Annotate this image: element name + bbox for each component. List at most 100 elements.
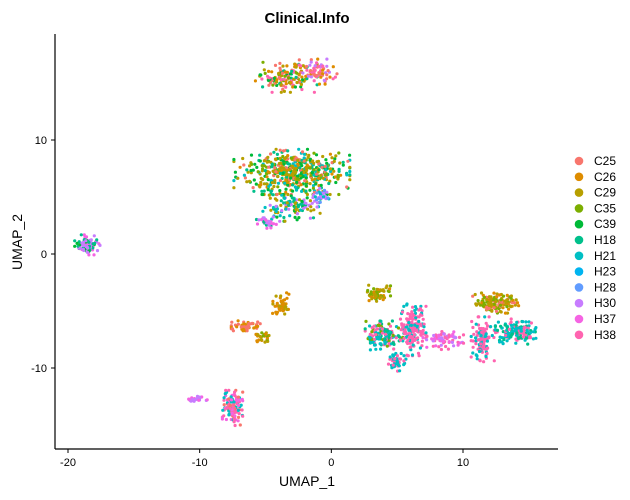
point-h30	[425, 338, 429, 342]
point-c25	[268, 81, 272, 85]
point-c26	[317, 82, 322, 86]
point-h38	[241, 414, 245, 418]
point-c26	[299, 183, 303, 187]
point-c26	[271, 299, 275, 303]
point-h18	[304, 189, 308, 193]
point-h38	[522, 332, 526, 336]
point-h38	[485, 324, 490, 328]
point-c29	[259, 338, 263, 342]
point-h18	[510, 332, 514, 336]
point-c29	[262, 159, 266, 163]
point-h38	[419, 333, 423, 337]
point-h30	[452, 335, 456, 339]
point-c29	[282, 89, 286, 93]
point-h30	[432, 333, 436, 338]
point-h38	[393, 357, 397, 361]
point-c29	[247, 179, 252, 183]
point-c29	[495, 292, 499, 296]
point-h30	[304, 201, 308, 205]
point-c25	[320, 165, 324, 169]
point-h21	[413, 305, 418, 309]
point-h21	[413, 311, 418, 315]
point-h18	[315, 83, 319, 87]
point-h21	[405, 302, 409, 306]
point-h30	[304, 205, 308, 209]
point-h37	[269, 226, 273, 230]
point-h18	[495, 328, 500, 332]
point-c25	[267, 83, 271, 87]
point-h21	[224, 391, 228, 395]
point-c25	[236, 322, 240, 326]
point-h30	[81, 247, 85, 251]
point-c29	[283, 168, 287, 172]
point-c26	[267, 69, 271, 73]
point-c35	[391, 333, 395, 338]
point-c26	[236, 319, 240, 323]
point-h37	[421, 336, 425, 340]
point-h18	[285, 175, 289, 179]
point-c39	[249, 153, 254, 157]
point-c25	[275, 192, 279, 197]
point-h38	[270, 90, 274, 94]
point-h21	[291, 162, 295, 166]
point-c25	[500, 300, 504, 304]
point-h30	[189, 399, 193, 403]
point-h21	[388, 355, 392, 359]
point-c35	[261, 60, 265, 64]
point-c25	[278, 61, 282, 65]
point-h21	[501, 342, 505, 346]
point-c35	[476, 299, 480, 303]
point-c39	[275, 83, 279, 87]
point-c25	[281, 84, 285, 88]
point-c35	[482, 295, 486, 299]
point-c39	[296, 174, 300, 178]
legend-label-c39: C39	[594, 217, 616, 231]
point-c35	[337, 151, 341, 155]
point-h38	[233, 394, 237, 398]
legend-label-c26: C26	[594, 170, 616, 184]
point-h18	[493, 324, 497, 329]
point-h30	[98, 243, 102, 247]
point-c26	[275, 78, 279, 82]
point-c25	[297, 58, 301, 62]
point-h21	[471, 351, 475, 355]
point-h21	[489, 325, 493, 329]
point-c29	[279, 90, 283, 94]
point-c25	[494, 309, 499, 313]
point-c29	[509, 294, 513, 298]
x-tick-label: 0	[328, 457, 334, 469]
point-h38	[231, 405, 235, 409]
point-h21	[469, 334, 473, 339]
point-h18	[263, 169, 267, 173]
point-c39	[258, 159, 262, 163]
point-c35	[498, 303, 503, 307]
point-h38	[418, 313, 422, 317]
data-points	[73, 57, 538, 428]
point-c39	[348, 153, 352, 157]
point-h21	[410, 353, 415, 357]
point-c29	[266, 155, 270, 159]
point-c25	[346, 159, 350, 163]
point-c26	[284, 82, 288, 86]
point-h21	[280, 193, 284, 197]
point-h38	[487, 315, 491, 319]
point-c39	[281, 171, 285, 175]
legend-swatch-h28	[574, 283, 584, 292]
legend-swatch-c25	[574, 156, 584, 166]
point-h18	[282, 215, 286, 220]
point-c35	[388, 284, 393, 288]
point-h21	[268, 183, 272, 187]
point-c29	[315, 160, 319, 164]
point-c29	[285, 201, 289, 205]
point-c25	[269, 152, 273, 156]
point-c35	[509, 296, 513, 300]
point-c29	[299, 82, 303, 87]
point-h18	[502, 337, 506, 342]
point-h21	[515, 320, 519, 324]
point-h37	[229, 398, 234, 402]
point-h21	[531, 330, 536, 334]
point-h30	[267, 223, 271, 227]
point-c26	[253, 79, 257, 83]
point-h18	[258, 153, 262, 157]
point-c29	[278, 156, 282, 160]
